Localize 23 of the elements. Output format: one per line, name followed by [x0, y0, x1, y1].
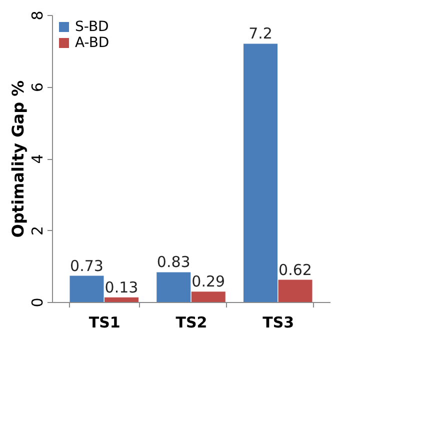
bar	[191, 292, 226, 302]
y-axis-title: Optimality Gap %	[8, 80, 28, 238]
bar	[104, 297, 138, 302]
legend-label: S-BD	[75, 19, 109, 35]
data-label: 0.62	[278, 260, 312, 279]
y-tick-label: 2	[28, 226, 46, 236]
bar	[244, 44, 278, 302]
data-label: 0.13	[104, 278, 138, 296]
data-label: 7.2	[248, 24, 272, 43]
bar	[156, 272, 191, 302]
y-tick-label: 0	[28, 298, 46, 308]
data-label: 0.29	[192, 272, 226, 291]
data-label: 0.73	[70, 256, 104, 275]
y-tick-label: 4	[28, 154, 46, 164]
x-tick-label: TS3	[262, 314, 294, 332]
x-tick-label: TS1	[88, 314, 120, 332]
y-tick-label: 6	[28, 82, 46, 92]
bar	[70, 276, 104, 302]
data-label: 0.83	[156, 253, 190, 272]
legend-label: A-BD	[75, 35, 110, 51]
x-tick-label: TS2	[176, 314, 208, 332]
bar	[278, 280, 312, 302]
y-tick-label: 8	[28, 10, 46, 20]
